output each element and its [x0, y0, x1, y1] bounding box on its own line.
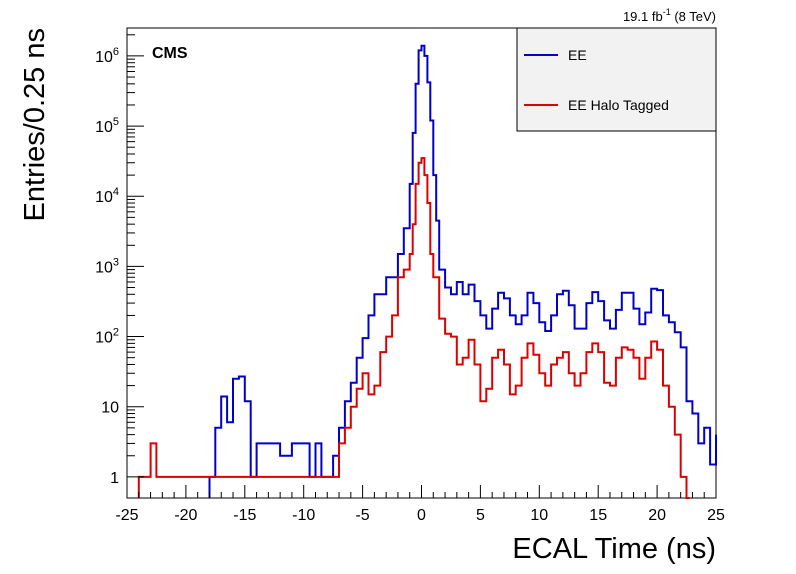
x-tick-label: -15: [233, 507, 256, 524]
x-tick-label: 0: [417, 507, 426, 524]
legend: EE EE Halo Tagged: [516, 27, 717, 132]
y-tick-label: 104: [95, 186, 119, 206]
x-tick-label: -10: [292, 507, 315, 524]
x-tick-label: 25: [707, 507, 725, 524]
x-tick-label: -20: [174, 507, 197, 524]
legend-label-ee-halo-tagged: EE Halo Tagged: [568, 97, 669, 113]
series-line-0: [208, 44, 717, 498]
y-tick-label: 102: [95, 327, 119, 347]
x-axis: -25 -20 -15 -10 -5 0 5 10 15 20 25: [115, 485, 725, 524]
x-tick-label: 15: [589, 507, 607, 524]
cms-label: CMS: [152, 45, 188, 62]
x-tick-label: -25: [115, 507, 138, 524]
x-tick-label: -5: [355, 507, 369, 524]
y-axis: 1 10 102 103 104 105 106: [95, 34, 144, 487]
lumi-label: 19.1 fb-1 (8 TeV): [623, 7, 716, 24]
x-tick-label: 10: [530, 507, 548, 524]
legend-box: [516, 27, 717, 132]
x-axis-label: ECAL Time (ns): [512, 533, 716, 565]
y-axis-label: Entries/0.25 ns: [19, 28, 51, 221]
x-tick-label: 20: [648, 507, 666, 524]
y-tick-label: 106: [95, 46, 119, 66]
series-layer: [137, 44, 717, 499]
x-tick-label: 5: [476, 507, 485, 524]
legend-label-ee: EE: [568, 47, 587, 63]
y-tick-label: 105: [95, 116, 119, 136]
y-tick-label: 1: [110, 470, 119, 487]
series-line-1: [137, 157, 690, 499]
y-tick-label: 10: [101, 400, 119, 417]
y-tick-label: 103: [95, 256, 119, 276]
